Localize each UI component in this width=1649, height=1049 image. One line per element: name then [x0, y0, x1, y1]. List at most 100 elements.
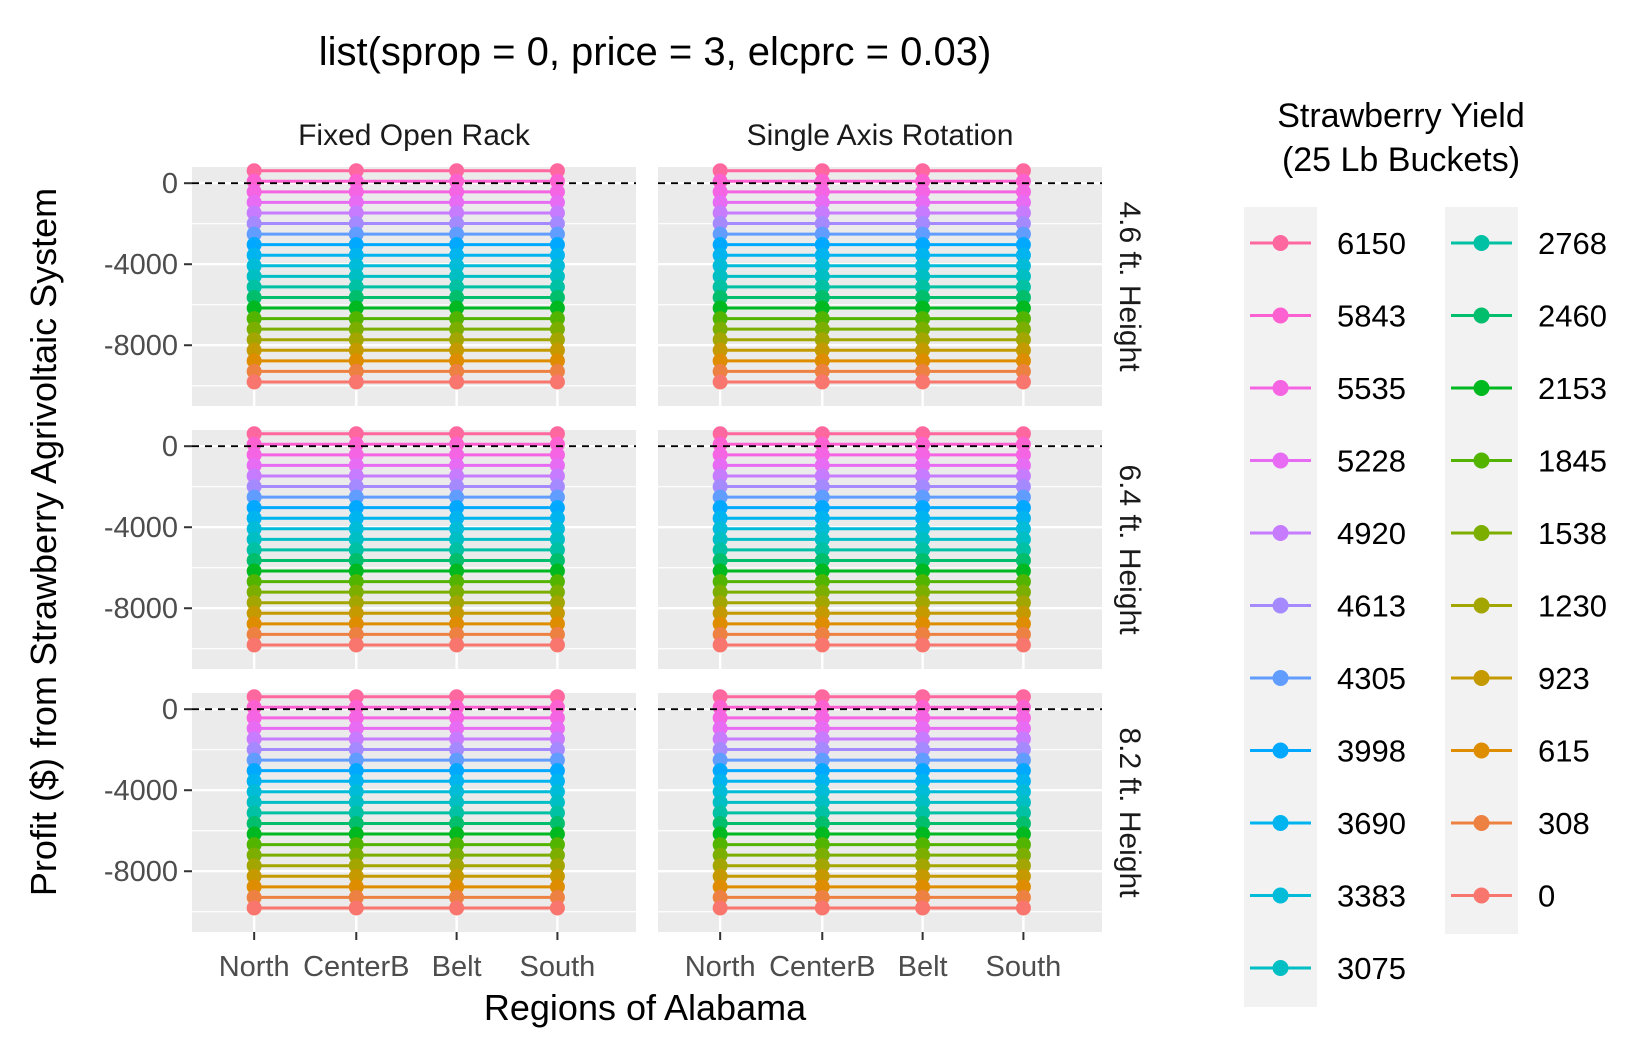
data-point	[915, 321, 931, 337]
data-point	[549, 226, 565, 242]
data-point	[915, 731, 931, 747]
data-point	[549, 742, 565, 758]
data-point	[1015, 616, 1031, 632]
data-point	[1015, 531, 1031, 547]
data-point	[712, 784, 728, 800]
data-point	[246, 268, 262, 284]
data-point	[915, 205, 931, 221]
data-point	[814, 805, 830, 821]
data-point	[1015, 447, 1031, 463]
legend-key-point	[1272, 307, 1289, 324]
data-point	[549, 858, 565, 874]
data-point	[449, 468, 465, 484]
data-point	[449, 311, 465, 327]
data-point	[348, 595, 364, 611]
data-point	[1015, 699, 1031, 715]
data-point	[449, 605, 465, 621]
data-point	[348, 457, 364, 473]
data-point	[1015, 815, 1031, 831]
data-point	[549, 773, 565, 789]
legend-key-point	[1272, 452, 1289, 469]
data-point	[915, 794, 931, 810]
data-point	[712, 173, 728, 189]
data-point	[449, 868, 465, 884]
legend-key-point	[1473, 380, 1490, 396]
data-point	[712, 247, 728, 263]
data-point	[814, 311, 830, 327]
data-point	[712, 805, 728, 821]
data-point	[449, 616, 465, 632]
data-point	[1015, 289, 1031, 305]
data-point	[246, 752, 262, 768]
data-point	[549, 216, 565, 232]
data-point	[712, 332, 728, 348]
data-point	[348, 794, 364, 810]
data-point	[712, 847, 728, 863]
data-point	[712, 374, 728, 390]
data-point	[348, 500, 364, 516]
data-point	[1015, 584, 1031, 600]
facet-col-label: Fixed Open Rack	[298, 119, 531, 152]
legend-key-point	[1272, 887, 1289, 904]
legend-label: 4305	[1337, 661, 1406, 696]
data-point	[449, 321, 465, 337]
data-point	[449, 216, 465, 232]
data-point	[915, 216, 931, 232]
data-point	[915, 542, 931, 558]
legend-title-line1: Strawberry Yield	[1277, 97, 1525, 135]
data-point	[814, 563, 830, 579]
data-point	[549, 763, 565, 779]
data-point	[915, 510, 931, 526]
data-point	[449, 563, 465, 579]
data-point	[246, 479, 262, 495]
data-point	[348, 479, 364, 495]
data-point	[814, 510, 830, 526]
data-point	[449, 731, 465, 747]
data-point	[348, 332, 364, 348]
data-point	[549, 637, 565, 653]
data-point	[814, 773, 830, 789]
legend-item: 0	[1451, 879, 1555, 914]
legend-label: 1230	[1538, 589, 1607, 624]
data-point	[814, 173, 830, 189]
data-point	[915, 468, 931, 484]
data-point	[246, 300, 262, 316]
data-point	[246, 173, 262, 189]
legend-key-point	[1272, 742, 1289, 759]
data-point	[348, 626, 364, 642]
data-point	[915, 784, 931, 800]
legend-key-point	[1473, 670, 1490, 686]
data-point	[348, 289, 364, 305]
data-point	[348, 563, 364, 579]
data-point	[549, 574, 565, 590]
data-point	[814, 205, 830, 221]
data-point	[246, 616, 262, 632]
data-point	[915, 531, 931, 547]
data-point	[915, 720, 931, 736]
legend-item: 6150	[1250, 226, 1406, 261]
data-point	[1015, 363, 1031, 379]
data-point	[348, 205, 364, 221]
data-point	[1015, 784, 1031, 800]
data-point	[712, 868, 728, 884]
data-point	[449, 574, 465, 590]
data-point	[449, 720, 465, 736]
y-tick-label: 0	[162, 431, 178, 463]
data-point	[449, 584, 465, 600]
data-point	[449, 226, 465, 242]
data-point	[814, 752, 830, 768]
data-point	[246, 510, 262, 526]
legend-label: 308	[1538, 806, 1590, 841]
legend-title-line2: (25 Lb Buckets)	[1282, 141, 1520, 179]
data-point	[814, 868, 830, 884]
data-point	[348, 763, 364, 779]
data-point	[1015, 868, 1031, 884]
data-point	[915, 279, 931, 295]
data-point	[1015, 216, 1031, 232]
data-point	[246, 521, 262, 537]
y-tick-label: -4000	[104, 249, 178, 281]
facet-row-label: 6.4 ft. Height	[1113, 464, 1146, 635]
data-point	[348, 752, 364, 768]
data-point	[712, 300, 728, 316]
